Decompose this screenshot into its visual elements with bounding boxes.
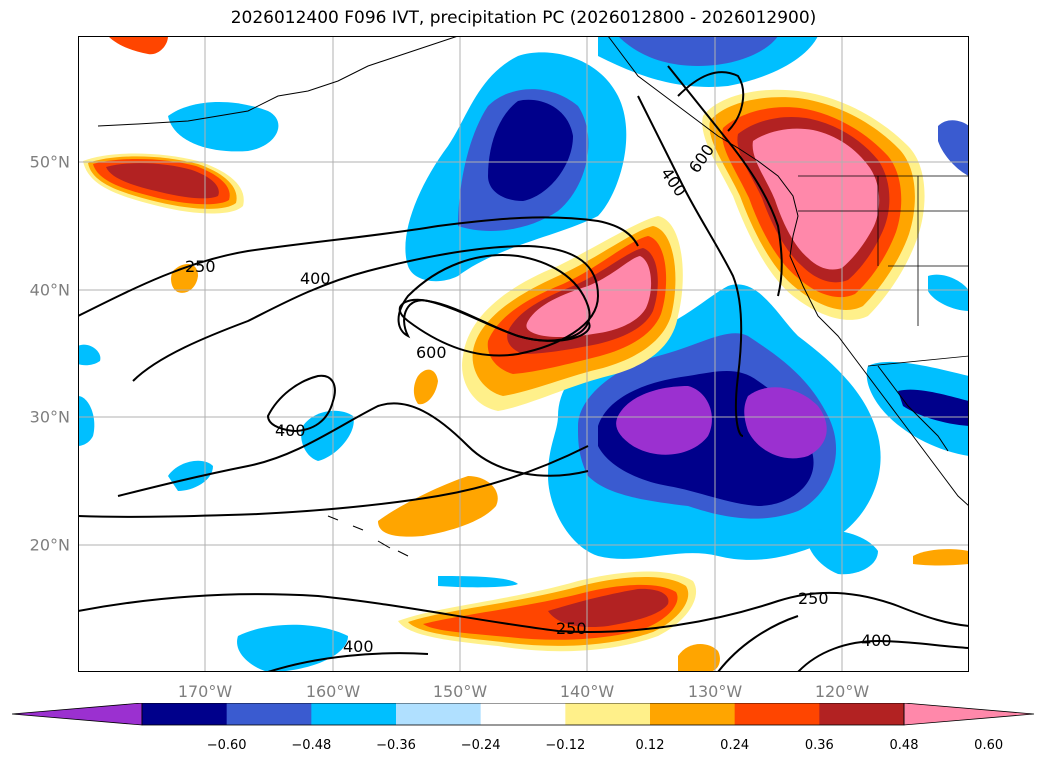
colorbar-extend-high <box>903 703 1035 726</box>
contour-label-400-west: 400 <box>300 269 331 288</box>
colorbar-tick-label: −0.36 <box>376 738 416 753</box>
contour-label-250-west: 250 <box>185 257 216 276</box>
colorbar-segments <box>12 703 1035 726</box>
us-mexico-border <box>867 355 969 367</box>
colorbar-extend-low <box>12 703 143 726</box>
plume-small-2 <box>413 369 438 405</box>
plume-ul-darkred <box>106 163 219 199</box>
hawaii-islands <box>327 515 409 557</box>
contour-se-400 <box>797 639 969 672</box>
blue-region-small-3 <box>168 460 213 491</box>
contour-label-400-coast: 400 <box>657 164 690 200</box>
blue-region-small-5 <box>78 396 95 446</box>
colorbar <box>12 703 1035 726</box>
contour-400-inner-loop <box>266 374 336 433</box>
lon-label-170w: 170°W <box>177 682 233 701</box>
map-panel: 250 400 600 400 400 600 250 250 400 400 <box>78 36 969 672</box>
blue-region-northeast <box>938 120 969 176</box>
purple-region-south-west <box>616 386 712 455</box>
colorbar-segment <box>650 703 736 725</box>
contour-label-250-southeast: 250 <box>798 589 829 608</box>
blue-region-small-8 <box>807 529 878 575</box>
borders <box>798 175 969 367</box>
colorbar-tick-label: 0.36 <box>804 738 834 753</box>
lat-label-30n: 30°N <box>29 407 70 427</box>
colorbar-tick-label: −0.60 <box>206 738 247 753</box>
contour-south-400 <box>267 615 799 672</box>
contour-250-mid <box>78 445 589 518</box>
plume-nw-pink <box>752 128 880 270</box>
colorbar-segment <box>396 703 482 725</box>
alaska-coast <box>97 36 459 127</box>
colorbar-tick-label: 0.12 <box>635 738 665 753</box>
contour-label-600-central: 600 <box>416 343 447 362</box>
coastlines <box>97 36 969 557</box>
plume-top-red <box>108 36 168 55</box>
plume-south-central <box>378 476 498 537</box>
colorbar-segment <box>311 703 397 725</box>
colorbar-outline <box>141 703 905 726</box>
colorbar-segment <box>142 703 228 725</box>
colorbar-segment <box>819 703 905 725</box>
colorbar-tick-label: 0.24 <box>720 738 750 753</box>
blue-region-small-1 <box>168 101 279 152</box>
contour-250-north <box>78 216 639 317</box>
contour-coast-600 <box>667 65 783 297</box>
canada-coast <box>607 36 969 507</box>
positive-anomaly-regions <box>83 36 969 672</box>
purple-region-south-east <box>744 387 827 459</box>
lon-label-120w: 120°W <box>814 682 870 701</box>
blue-region-small-6 <box>78 344 101 366</box>
lon-label-150w: 150°W <box>432 682 488 701</box>
colorbar-segment <box>734 703 820 725</box>
map-canvas: 250 400 600 400 400 600 250 250 400 400 <box>78 36 969 672</box>
contour-label-400-southeast: 400 <box>861 631 892 650</box>
lat-label-40n: 40°N <box>29 280 70 300</box>
map-title: 2026012400 F096 IVT, precipitation PC (2… <box>230 8 817 28</box>
gridlines <box>78 36 969 672</box>
contour-label-400-southwest: 400 <box>343 637 374 656</box>
contour-coast-400 <box>637 95 744 437</box>
blue-region-central-north-core <box>488 99 573 201</box>
contour-south-250 <box>78 591 969 633</box>
colorbar-segment <box>480 703 566 725</box>
colorbar-tick-label: −0.48 <box>291 738 332 753</box>
colorbar-tick-label: −0.12 <box>545 738 586 753</box>
contour-label-400-south: 400 <box>275 421 306 440</box>
blue-region-top-mid <box>618 36 778 66</box>
blue-region-small-7 <box>438 576 518 588</box>
plume-south-band-darkred <box>548 588 669 628</box>
colorbar-segment <box>565 703 651 725</box>
contour-400-south <box>117 402 589 497</box>
plume-central-pink <box>526 256 652 337</box>
ivt-contours <box>78 65 969 672</box>
lon-label-130w: 130°W <box>687 682 743 701</box>
contour-coast-600-inner <box>677 71 745 132</box>
plume-east-stripe <box>913 549 969 566</box>
lat-label-50n: 50°N <box>29 152 70 172</box>
colorbar-tick-label: −0.24 <box>460 738 501 753</box>
colorbar-tick-label: 0.48 <box>889 738 919 753</box>
lon-label-140w: 140°W <box>559 682 615 701</box>
colorbar-tick-label: 0.60 <box>974 738 1004 753</box>
lat-label-20n: 20°N <box>29 535 70 555</box>
baja-coast <box>877 365 949 452</box>
contour-label-250-south: 250 <box>556 619 587 638</box>
us-state-lines <box>798 176 969 326</box>
plume-south-east <box>678 644 720 672</box>
lon-label-160w: 160°W <box>305 682 361 701</box>
blue-region-small-2 <box>301 410 354 461</box>
blue-region-small-9 <box>928 274 969 311</box>
contour-600 <box>397 254 591 342</box>
colorbar-segment <box>226 703 312 725</box>
